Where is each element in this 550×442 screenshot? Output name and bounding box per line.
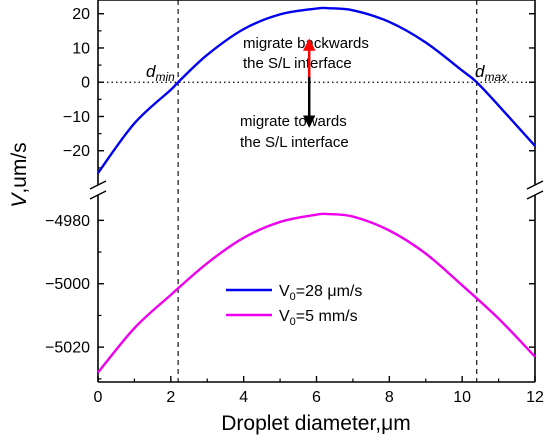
x-tick-label-0: 0 <box>94 389 103 406</box>
x-axis-title: Droplet diameter,μm <box>221 412 411 435</box>
axis-break-mark-right-1 <box>526 180 544 190</box>
x-tick-label-2: 4 <box>239 389 248 406</box>
d-max-label: dmax <box>475 62 508 84</box>
y-lower-tick-label-1: −5000 <box>45 276 90 293</box>
legend-label-series-1: V0=5 mm/s <box>279 308 358 328</box>
y-axis-title: V,um/s <box>8 142 31 207</box>
annotation-down-line1: migrate towards <box>240 113 347 130</box>
y-upper-tick-label-3: −10 <box>63 109 90 126</box>
legend-series-1-rest: =5 mm/s <box>296 308 358 325</box>
y-upper-tick-label-1: 10 <box>72 40 90 57</box>
legend: V0=28 μm/s V0=5 mm/s <box>226 283 362 328</box>
x-tick-label-4: 8 <box>385 389 394 406</box>
legend-series-1-sub: 0 <box>290 316 296 328</box>
reference-lines <box>98 0 535 382</box>
x-tick-label-3: 6 <box>312 389 321 406</box>
annotation-up-line2: the S/L interface <box>243 55 352 72</box>
y-axis-title-v: V <box>8 192 31 208</box>
axis-break-mark-right-2 <box>526 190 544 200</box>
d-max-main: d <box>475 62 485 81</box>
x-tick-label-5: 10 <box>453 389 471 406</box>
d-min-main: d <box>146 62 156 81</box>
d-max-sub: max <box>484 70 508 84</box>
ticks-layer: 0 2 4 6 8 10 12 20 10 0 −10 −20 −4980 −5000 −5020 <box>45 6 544 406</box>
d-min-sub: min <box>155 70 175 84</box>
legend-series-0-sub: 0 <box>290 291 296 303</box>
x-tick-label-1: 2 <box>166 389 175 406</box>
series-layer <box>97 6 536 374</box>
axis-break-mark-left-2 <box>89 190 107 200</box>
legend-series-0-rest: =28 μm/s <box>296 283 363 300</box>
axis-break-mark-left-1 <box>89 180 107 190</box>
series-line-1 <box>97 212 536 374</box>
legend-series-1-main: V <box>279 308 290 325</box>
y-upper-tick-label-4: −20 <box>63 143 90 160</box>
annotation-up-line1: migrate backwards <box>243 35 369 52</box>
series-line-0 <box>97 6 536 174</box>
y-upper-tick-label-0: 20 <box>72 6 90 23</box>
y-lower-tick-label-0: −4980 <box>45 213 90 230</box>
y-upper-tick-label-2: 0 <box>81 75 90 92</box>
y-axis-title-rest: ,um/s <box>8 142 31 193</box>
annotation-down-line2: the S/L interface <box>240 134 349 151</box>
legend-series-0-main: V <box>279 283 290 300</box>
x-tick-label-6: 12 <box>526 389 544 406</box>
legend-label-series-0: V0=28 μm/s <box>279 283 362 303</box>
d-min-label: dmin <box>146 62 175 84</box>
y-lower-tick-label-2: −5020 <box>45 340 90 357</box>
